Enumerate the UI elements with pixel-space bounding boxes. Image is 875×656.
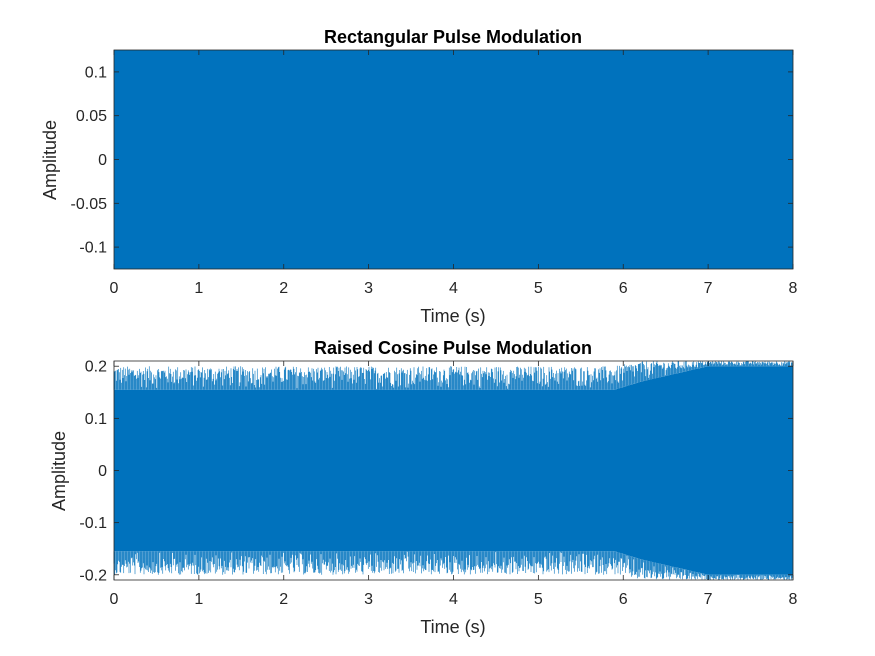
x-tick-label: 4	[449, 280, 458, 297]
x-tick-label: 8	[789, 591, 798, 608]
signal-band	[114, 366, 793, 575]
y-axis-label: Amplitude	[49, 431, 69, 511]
x-tick-label: 1	[194, 280, 203, 297]
y-tick-label: -0.1	[79, 240, 107, 257]
axes-rectangular-pulse: Rectangular Pulse Modulation 0 1 2 3 4 5 6 7 8 -0…	[40, 27, 798, 326]
x-tick-label: 0	[110, 591, 119, 608]
x-tick-label: 5	[534, 591, 543, 608]
x-axis-label: Time (s)	[420, 617, 485, 637]
y-tick-label: 0.1	[85, 411, 107, 428]
axes-raised-cosine-pulse: Raised Cosine Pulse Modulation 0 1 2 3 4 5 6 7 8…	[49, 338, 798, 637]
x-tick-label: 5	[534, 280, 543, 297]
y-tick-label: 0.1	[85, 64, 107, 81]
x-tick-label: 3	[364, 591, 373, 608]
y-tick-label: 0.2	[85, 359, 107, 376]
y-tick-label: 0	[98, 152, 107, 169]
tick-group: 0 1 2 3 4 5 6 7 8 -0.2 -0.1 0 0.1 0.2	[79, 359, 797, 608]
x-tick-label: 2	[279, 280, 288, 297]
y-tick-label: -0.05	[71, 196, 108, 213]
x-tick-label: 1	[194, 591, 203, 608]
chart-title: Raised Cosine Pulse Modulation	[314, 338, 592, 358]
y-axis-label: Amplitude	[40, 120, 60, 200]
plot-area	[113, 361, 794, 580]
chart-title: Rectangular Pulse Modulation	[324, 27, 582, 47]
plot-area	[114, 50, 793, 269]
y-tick-label: -0.2	[79, 567, 107, 584]
x-tick-label: 2	[279, 591, 288, 608]
x-tick-label: 6	[619, 280, 628, 297]
x-tick-label: 7	[704, 280, 713, 297]
x-tick-label: 8	[789, 280, 798, 297]
x-tick-label: 4	[449, 591, 458, 608]
y-tick-label: 0	[98, 463, 107, 480]
x-tick-label: 7	[704, 591, 713, 608]
y-tick-label: 0.05	[76, 108, 107, 125]
x-tick-label: 0	[110, 280, 119, 297]
y-tick-label: -0.1	[79, 515, 107, 532]
x-tick-label: 6	[619, 591, 628, 608]
signal-band	[114, 50, 793, 269]
x-tick-label: 3	[364, 280, 373, 297]
tick-group: 0 1 2 3 4 5 6 7 8 -0.1 -0.05 0 0.05 0.1	[71, 49, 798, 297]
x-axis-label: Time (s)	[420, 306, 485, 326]
